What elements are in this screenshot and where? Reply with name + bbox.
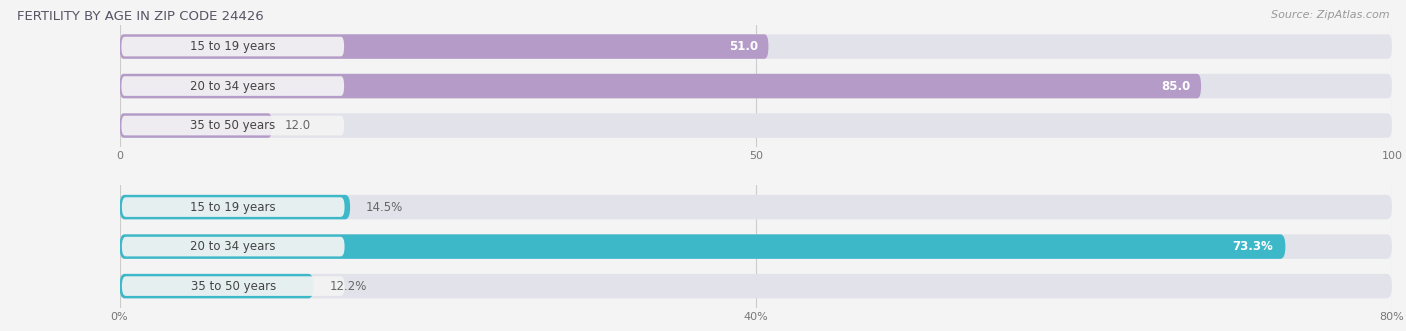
FancyBboxPatch shape [120,113,1392,138]
FancyBboxPatch shape [120,74,1392,98]
FancyBboxPatch shape [121,116,344,135]
Text: 12.0: 12.0 [285,119,311,132]
FancyBboxPatch shape [120,34,769,59]
Text: 73.3%: 73.3% [1232,240,1272,253]
FancyBboxPatch shape [120,113,273,138]
FancyBboxPatch shape [122,276,344,296]
Text: 51.0: 51.0 [730,40,758,53]
FancyBboxPatch shape [120,274,314,298]
Text: Source: ZipAtlas.com: Source: ZipAtlas.com [1271,10,1389,20]
Text: 85.0: 85.0 [1161,79,1191,93]
FancyBboxPatch shape [120,74,1201,98]
FancyBboxPatch shape [122,237,344,257]
Text: 20 to 34 years: 20 to 34 years [190,79,276,93]
Text: 15 to 19 years: 15 to 19 years [190,40,276,53]
FancyBboxPatch shape [120,274,1392,298]
FancyBboxPatch shape [120,34,1392,59]
Text: 14.5%: 14.5% [366,201,404,213]
FancyBboxPatch shape [121,37,344,56]
FancyBboxPatch shape [120,195,350,219]
FancyBboxPatch shape [120,234,1285,259]
FancyBboxPatch shape [120,234,1392,259]
Text: 15 to 19 years: 15 to 19 years [190,201,276,213]
Text: 12.2%: 12.2% [329,280,367,293]
FancyBboxPatch shape [120,195,1392,219]
Text: FERTILITY BY AGE IN ZIP CODE 24426: FERTILITY BY AGE IN ZIP CODE 24426 [17,10,263,23]
Text: 35 to 50 years: 35 to 50 years [190,119,276,132]
Text: 35 to 50 years: 35 to 50 years [191,280,276,293]
Text: 20 to 34 years: 20 to 34 years [190,240,276,253]
FancyBboxPatch shape [121,76,344,96]
FancyBboxPatch shape [122,197,344,217]
